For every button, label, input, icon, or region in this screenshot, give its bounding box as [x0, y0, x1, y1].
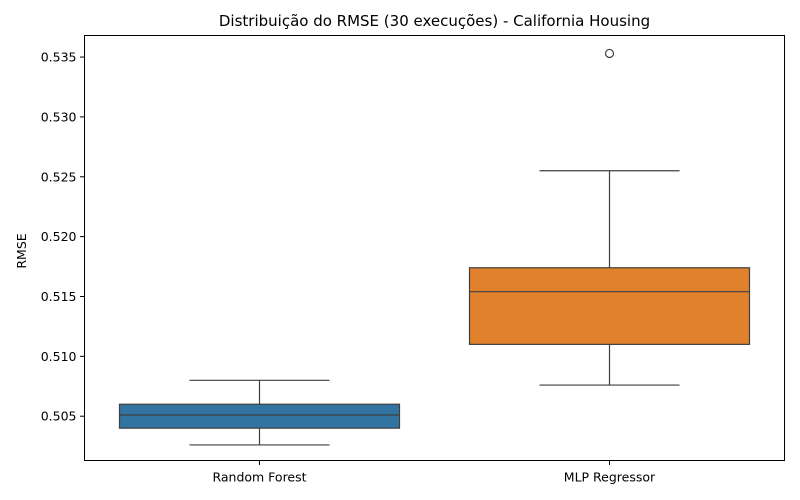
boxes — [118, 48, 751, 446]
y-tick-label: 0.520 — [41, 229, 77, 244]
x-tick-label: MLP Regressor — [564, 470, 656, 485]
x-axis-ticks: Random Forest MLP Regressor — [212, 460, 656, 485]
y-axis-label: RMSE — [14, 233, 29, 268]
y-tick-label: 0.525 — [41, 169, 77, 184]
y-tick-label: 0.505 — [41, 409, 77, 424]
box-random-forest — [118, 379, 401, 446]
y-tick-label: 0.530 — [41, 109, 77, 124]
x-tick-label: Random Forest — [212, 470, 306, 485]
box-mlp-regressor — [468, 48, 751, 386]
iqr-box — [118, 403, 401, 429]
outlier-point — [604, 48, 615, 59]
y-tick-label: 0.515 — [41, 289, 77, 304]
y-axis-ticks: 0.505 0.510 0.515 0.520 0.525 0.530 0.535 — [41, 50, 85, 424]
chart-title: Distribuição do RMSE (30 execuções) - Ca… — [219, 12, 650, 30]
iqr-box — [468, 267, 751, 345]
y-tick-label: 0.535 — [41, 50, 77, 65]
y-tick-label: 0.510 — [41, 349, 77, 364]
plot-frame — [84, 35, 785, 461]
